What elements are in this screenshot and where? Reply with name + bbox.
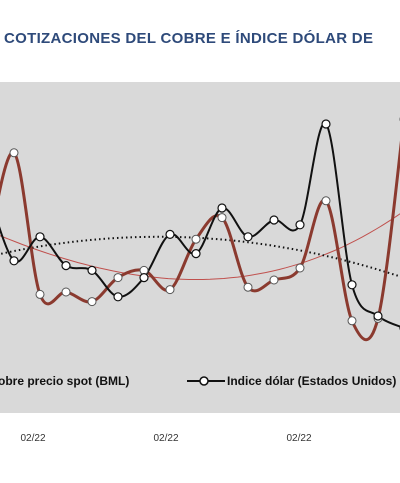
data-point-cobre (87, 297, 97, 307)
legend-marker-dolar (199, 376, 209, 386)
data-point-cobre (217, 213, 227, 223)
x-axis-ticks: 02/22 02/22 02/22 (20, 433, 311, 444)
series-layer (0, 117, 400, 342)
data-point-cobre (113, 273, 123, 283)
series-line-dolar (0, 122, 400, 328)
data-point-cobre (243, 282, 253, 292)
data-point-dolar (373, 311, 383, 321)
data-point-dolar (191, 249, 201, 259)
legend-label-dolar: Indice dólar (Estados Unidos) (227, 374, 396, 388)
chart-title: COTIZACIONES DEL COBRE E ÍNDICE DÓLAR DE (4, 30, 374, 47)
data-point-dolar (347, 280, 357, 290)
data-point-cobre (269, 275, 279, 285)
data-point-dolar (35, 232, 45, 242)
data-point-dolar (217, 203, 227, 213)
x-tick-label: 02/22 (20, 433, 45, 444)
data-point-cobre (35, 289, 45, 299)
data-point-cobre (321, 196, 331, 206)
legend-label-cobre: obre precio spot (BML) (0, 374, 129, 388)
legend: obre precio spot (BML) Indice dólar (Est… (0, 374, 396, 388)
data-point-dolar (269, 215, 279, 225)
data-point-cobre (9, 148, 19, 158)
data-point-dolar (87, 265, 97, 275)
data-point-dolar (243, 232, 253, 242)
data-point-dolar (321, 119, 331, 129)
data-point-dolar (9, 256, 19, 266)
data-point-cobre (347, 316, 357, 326)
data-point-cobre (165, 285, 175, 295)
data-point-dolar (165, 229, 175, 239)
series-line-cobre (0, 140, 400, 342)
data-point-cobre (61, 287, 71, 297)
data-point-dolar (295, 220, 305, 230)
data-point-cobre (295, 263, 305, 273)
data-point-dolar (113, 292, 123, 302)
data-point-dolar (61, 261, 71, 271)
data-point-cobre (191, 234, 201, 244)
data-point-dolar (139, 273, 149, 283)
x-tick-label: 02/22 (153, 433, 178, 444)
x-tick-label: 02/22 (286, 433, 311, 444)
